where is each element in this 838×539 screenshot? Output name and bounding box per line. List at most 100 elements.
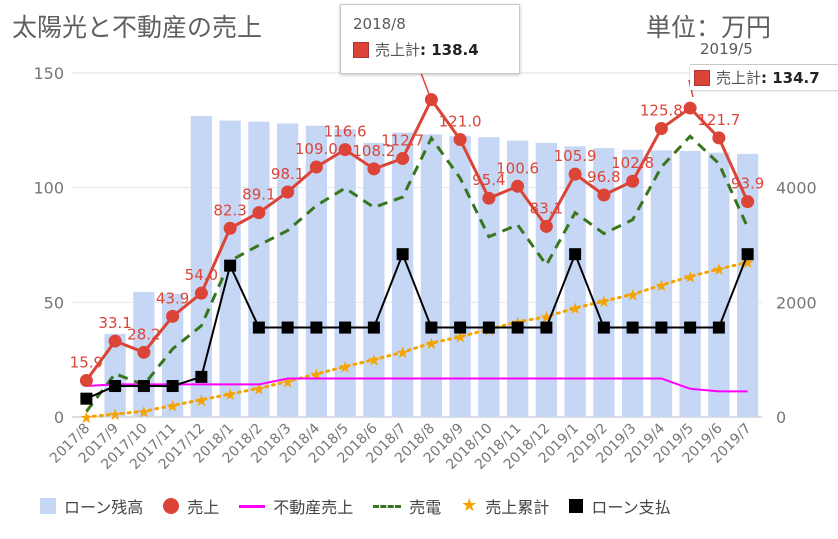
point-cumulative: ★ — [395, 343, 409, 362]
bar-loan-balance — [506, 140, 529, 418]
square-marker-icon — [569, 499, 584, 513]
data-label-sales: 96.8 — [587, 168, 620, 186]
legend-item-sales[interactable]: 売上 — [163, 494, 219, 518]
point-cumulative: ★ — [625, 285, 639, 304]
point-sales — [252, 206, 266, 220]
point-loan-payment — [310, 321, 323, 334]
data-label-sales: 105.9 — [554, 147, 597, 165]
point-loan-payment — [137, 380, 150, 393]
point-sales — [568, 167, 582, 181]
legend-item-loan-balance[interactable]: ローン残高 — [40, 494, 143, 518]
data-label-sales: 121.7 — [697, 111, 740, 129]
point-loan-payment — [684, 321, 697, 334]
point-sales — [108, 334, 122, 348]
legend-label: 売電 — [409, 498, 442, 517]
point-sales — [453, 133, 467, 147]
y-left-tick-label: 150 — [33, 64, 64, 83]
legend-item-cumulative[interactable]: ★ 売上累計 — [461, 494, 549, 518]
point-loan-payment — [252, 321, 265, 334]
point-sales — [79, 374, 93, 388]
data-label-sales: 54.0 — [185, 266, 218, 284]
data-label-sales: 93.9 — [731, 175, 764, 193]
point-loan-payment — [367, 321, 380, 334]
point-cumulative: ★ — [424, 334, 438, 353]
point-cumulative: ★ — [137, 402, 151, 421]
bar-loan-balance — [391, 132, 414, 418]
data-label-sales: 83.1 — [530, 199, 563, 217]
y-right-tick-label: 0 — [776, 408, 786, 427]
y-left-tick-label: 100 — [33, 179, 64, 198]
point-cumulative: ★ — [309, 365, 323, 384]
line-marker-icon — [239, 504, 266, 508]
point-loan-payment — [281, 321, 294, 334]
point-sales — [137, 345, 151, 359]
point-sales — [367, 162, 381, 176]
point-loan-payment — [511, 321, 524, 334]
point-sales — [654, 121, 668, 135]
y-right-tick-label: 2000 — [776, 293, 817, 312]
data-label-sales: 98.1 — [271, 165, 304, 183]
legend-item-realestate[interactable]: 不動産売上 — [239, 494, 353, 518]
point-cumulative: ★ — [108, 405, 122, 424]
bar-loan-balance — [104, 333, 126, 417]
point-sales — [396, 152, 410, 166]
point-sales — [424, 93, 438, 107]
point-loan-payment — [396, 248, 409, 261]
dashed-line-icon — [373, 504, 402, 508]
point-cumulative: ★ — [165, 397, 179, 416]
point-sales — [309, 160, 323, 174]
unit-label: 単位：万円 — [646, 13, 772, 42]
point-cumulative: ★ — [597, 292, 611, 311]
bar-loan-balance — [708, 152, 730, 417]
point-cumulative: ★ — [280, 372, 294, 391]
point-sales — [194, 286, 208, 300]
point-loan-payment — [741, 248, 754, 261]
data-label-sales: 43.9 — [156, 289, 189, 307]
y-left-tick-label: 0 — [54, 408, 64, 427]
legend-item-loan-payment[interactable]: ローン支払 — [569, 494, 671, 518]
data-label-sales: 33.1 — [98, 314, 131, 332]
sales-swatch-icon — [353, 41, 369, 58]
point-sales — [539, 219, 553, 233]
point-sales — [166, 309, 180, 323]
point-loan-payment — [569, 248, 582, 261]
data-label-sales: 108.2 — [352, 142, 395, 160]
point-loan-payment — [712, 321, 725, 334]
point-cumulative: ★ — [367, 351, 381, 370]
bar-loan-balance — [190, 116, 213, 417]
legend-label: ローン支払 — [591, 498, 671, 517]
chart-title: 太陽光と不動産の売上 — [12, 13, 263, 42]
bar-loan-balance — [650, 150, 673, 417]
point-sales — [597, 188, 611, 202]
point-loan-payment — [597, 321, 610, 334]
point-loan-payment — [109, 380, 122, 393]
point-loan-payment — [425, 321, 438, 334]
point-cumulative: ★ — [654, 276, 668, 295]
bar-loan-balance — [736, 153, 759, 417]
data-label-sales: 95.4 — [472, 171, 505, 189]
point-cumulative: ★ — [568, 299, 582, 318]
point-cumulative: ★ — [712, 260, 726, 279]
bar-loan-balance — [535, 142, 558, 418]
tooltip-2019-5: 2019/5 売上計: 134.7 — [680, 38, 838, 98]
data-label-sales: 15.9 — [70, 354, 103, 372]
point-sales — [281, 185, 295, 199]
star-marker-icon: ★ — [461, 495, 478, 516]
data-label-sales: 100.6 — [496, 159, 539, 177]
point-cumulative: ★ — [252, 379, 266, 398]
point-sales — [223, 221, 237, 235]
legend-label: 売上 — [187, 498, 220, 517]
y-right-tick-label: 4000 — [776, 179, 817, 198]
point-loan-payment — [540, 321, 553, 334]
tooltip-value: 138.4 — [431, 40, 479, 59]
tooltip-value: 134.7 — [772, 68, 820, 87]
legend-item-power[interactable]: 売電 — [373, 494, 441, 518]
line-realestate — [86, 377, 748, 393]
bar-loan-balance — [478, 137, 500, 418]
point-loan-payment — [655, 321, 668, 334]
legend-label: ローン残高 — [64, 498, 144, 517]
point-loan-payment — [224, 259, 237, 272]
line-cumulative — [84, 260, 750, 419]
bar-loan-balance — [420, 134, 443, 417]
